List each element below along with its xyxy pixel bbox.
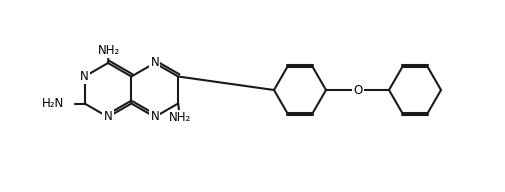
Text: NH₂: NH₂ — [169, 111, 191, 124]
Text: H₂N: H₂N — [42, 97, 65, 110]
Text: O: O — [352, 84, 362, 97]
Text: N: N — [80, 70, 89, 83]
Text: N: N — [104, 111, 112, 123]
Text: N: N — [150, 56, 159, 70]
Text: NH₂: NH₂ — [97, 44, 120, 56]
Text: N: N — [150, 111, 159, 123]
